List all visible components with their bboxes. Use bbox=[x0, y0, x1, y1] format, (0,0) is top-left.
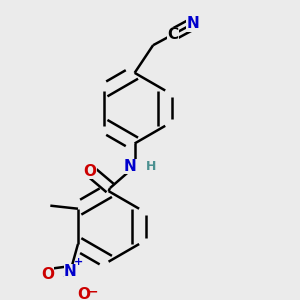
Text: N: N bbox=[64, 264, 77, 279]
Text: N: N bbox=[187, 16, 200, 31]
Text: O: O bbox=[84, 164, 97, 178]
Text: C: C bbox=[167, 27, 178, 42]
Text: O: O bbox=[78, 287, 91, 300]
Text: O: O bbox=[41, 267, 54, 282]
Text: +: + bbox=[74, 257, 83, 267]
Text: N: N bbox=[124, 159, 136, 174]
Text: H: H bbox=[146, 160, 157, 173]
Text: −: − bbox=[88, 285, 99, 298]
